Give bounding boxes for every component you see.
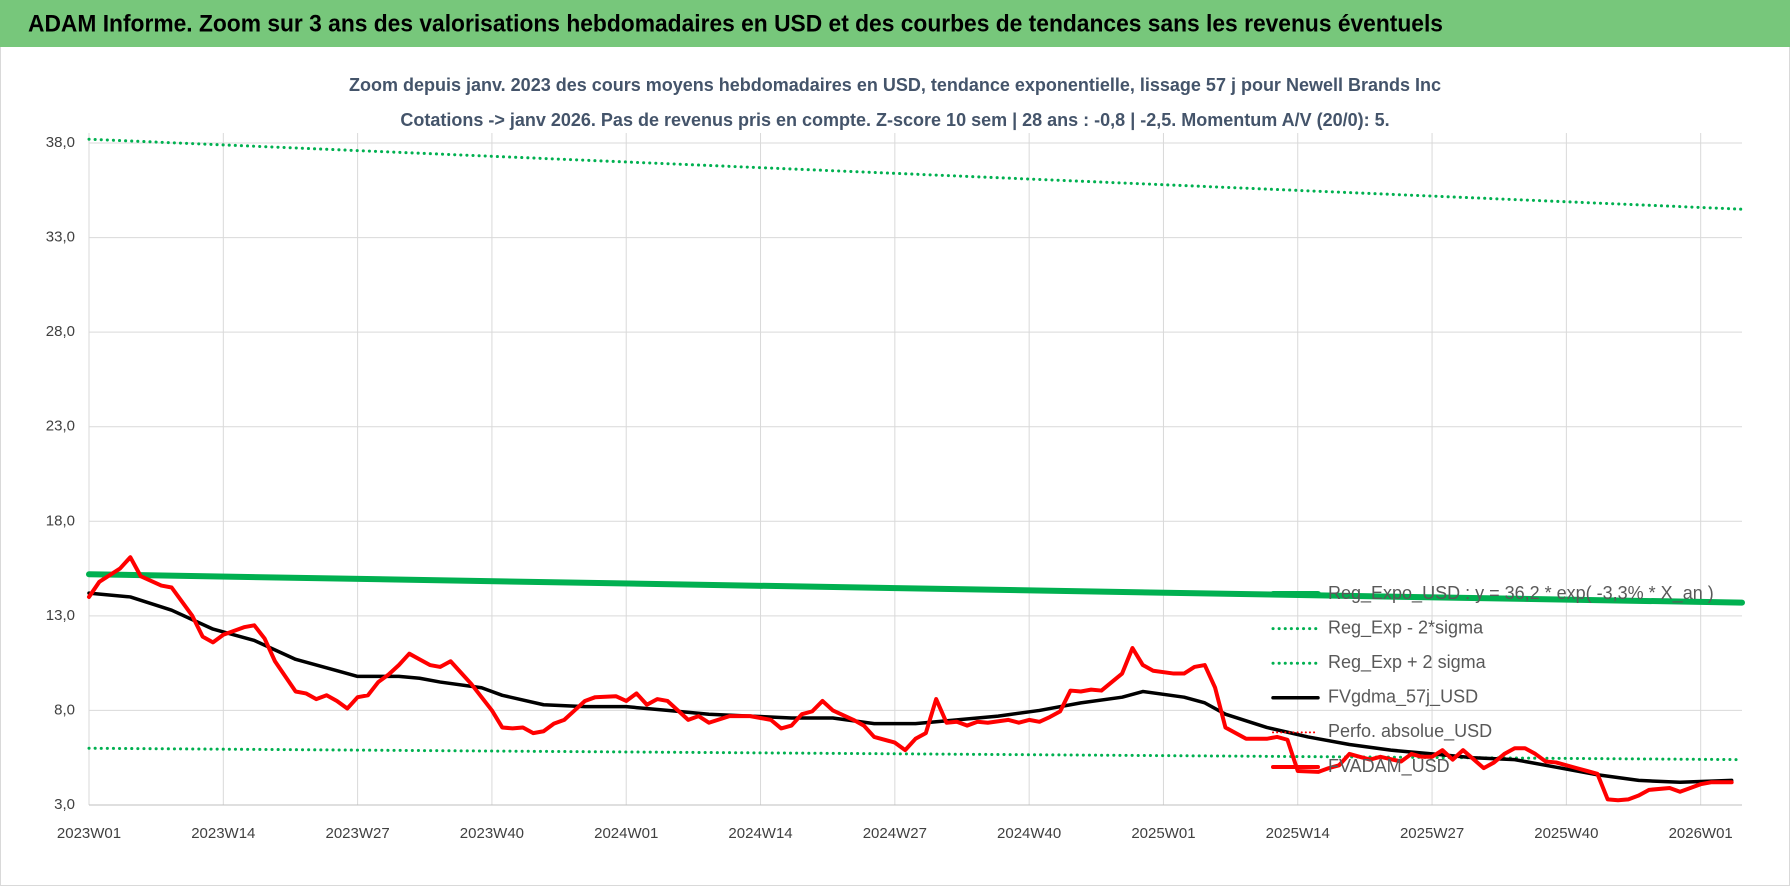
banner-title: ADAM Informe. Zoom sur 3 ans des valoris…: [28, 10, 1443, 37]
legend-label: Perfo. absolue_USD: [1328, 721, 1492, 742]
legend-label: FVgdma_57j_USD: [1328, 687, 1478, 708]
y-tick-label: 23,0: [46, 418, 75, 435]
y-tick-label: 18,0: [46, 512, 75, 529]
banner: [0, 0, 1790, 47]
legend-label: Reg_Expo_USD : y = 36,2 * exp( -3,3% * X…: [1328, 583, 1714, 604]
y-tick-label: 3,0: [54, 796, 75, 813]
y-tick-label: 38,0: [46, 134, 75, 151]
series-line: [86, 571, 1745, 606]
y-tick-label: 33,0: [46, 229, 75, 246]
x-tick-label: 2025W27: [1400, 825, 1464, 842]
x-tick-label: 2025W40: [1534, 825, 1598, 842]
x-tick-label: 2025W14: [1266, 825, 1330, 842]
x-tick-label: 2023W14: [191, 825, 255, 842]
legend-label: Reg_Exp + 2 sigma: [1328, 652, 1487, 673]
legend-label: FVADAM_USD: [1328, 756, 1450, 777]
legend-label: Reg_Exp - 2*sigma: [1328, 617, 1484, 638]
x-tick-label: 2024W14: [728, 825, 792, 842]
y-tick-label: 13,0: [46, 607, 75, 624]
x-tick-label: 2024W01: [594, 825, 658, 842]
x-tick-label: 2024W27: [863, 825, 927, 842]
chart-title: Zoom depuis janv. 2023 des cours moyens …: [349, 75, 1441, 95]
series-line: [87, 591, 1734, 785]
y-tick-label: 8,0: [54, 701, 75, 718]
series-line: [87, 555, 1734, 803]
x-tick-label: 2024W40: [997, 825, 1061, 842]
x-tick-label: 2026W01: [1669, 825, 1733, 842]
y-tick-label: 28,0: [46, 323, 75, 340]
series-line: [87, 137, 1744, 211]
x-tick-label: 2025W01: [1131, 825, 1195, 842]
chart-subtitle: Cotations -> janv 2026. Pas de revenus p…: [400, 110, 1389, 130]
x-tick-label: 2023W40: [460, 825, 524, 842]
x-tick-label: 2023W01: [57, 825, 121, 842]
x-tick-label: 2023W27: [326, 825, 390, 842]
